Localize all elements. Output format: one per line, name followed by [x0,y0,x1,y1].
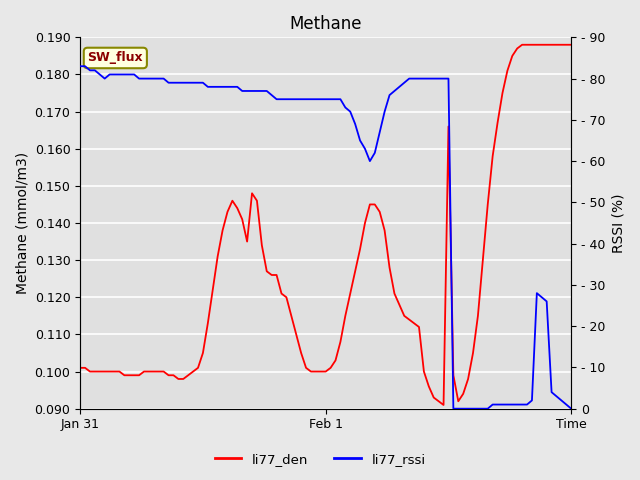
Title: Methane: Methane [289,15,362,33]
Y-axis label: RSSI (%): RSSI (%) [611,193,625,253]
Text: SW_flux: SW_flux [88,51,143,64]
Legend: li77_den, li77_rssi: li77_den, li77_rssi [209,447,431,471]
Y-axis label: Methane (mmol/m3): Methane (mmol/m3) [15,152,29,294]
